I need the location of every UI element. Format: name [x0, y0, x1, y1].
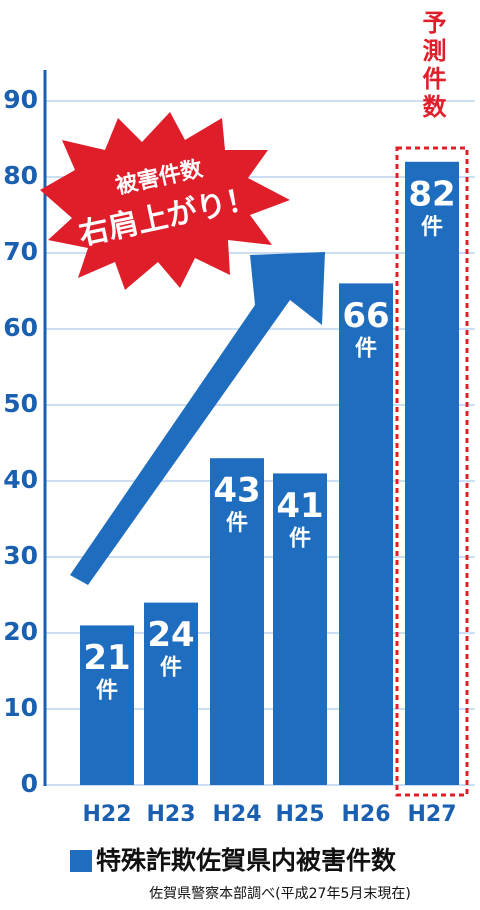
value-label: 43 — [213, 471, 260, 511]
value-label: 21 — [83, 638, 130, 678]
value-label: 24 — [147, 615, 194, 655]
bar — [405, 161, 459, 786]
source: 佐賀県警察本部調べ(平成27年5月末現在) — [149, 885, 411, 902]
legend-square — [70, 850, 92, 872]
value-label: 41 — [276, 486, 323, 526]
bar — [339, 283, 393, 785]
value-unit: 件 — [226, 511, 248, 536]
x-tick-label: H22 — [82, 802, 131, 827]
value-unit: 件 — [160, 656, 182, 681]
x-tick-label: H25 — [275, 802, 324, 827]
value-unit: 件 — [96, 678, 118, 703]
y-tick-label: 20 — [3, 617, 38, 646]
value-unit: 件 — [355, 336, 377, 361]
y-tick-label: 80 — [3, 161, 38, 190]
bar — [210, 458, 264, 785]
bar — [273, 473, 327, 785]
value-unit: 件 — [289, 526, 311, 551]
x-tick-label: H27 — [407, 802, 456, 827]
bar — [144, 602, 198, 785]
y-tick-label: 90 — [3, 85, 38, 114]
y-tick-label: 0 — [21, 769, 38, 798]
bar — [80, 625, 134, 785]
y-tick-label: 70 — [3, 237, 38, 266]
y-tick-label: 60 — [3, 313, 38, 342]
forecast-label: 予測件数 — [418, 10, 446, 122]
chart-title: 特殊詐欺佐賀県内被害件数 — [96, 846, 397, 875]
y-tick-label: 10 — [3, 693, 38, 722]
value-unit: 件 — [421, 215, 443, 240]
x-tick-label: H24 — [212, 802, 261, 827]
y-tick-label: 50 — [3, 389, 38, 418]
value-label: 66 — [342, 296, 389, 336]
value-label: 82 — [408, 174, 455, 214]
x-tick-label: H23 — [146, 802, 195, 827]
y-tick-label: 40 — [3, 465, 38, 494]
burst — [40, 112, 290, 290]
y-tick-label: 30 — [3, 541, 38, 570]
x-tick-label: H26 — [341, 802, 390, 827]
forecast-box — [395, 146, 469, 797]
trend-arrow — [70, 252, 325, 585]
bars — [80, 161, 459, 786]
